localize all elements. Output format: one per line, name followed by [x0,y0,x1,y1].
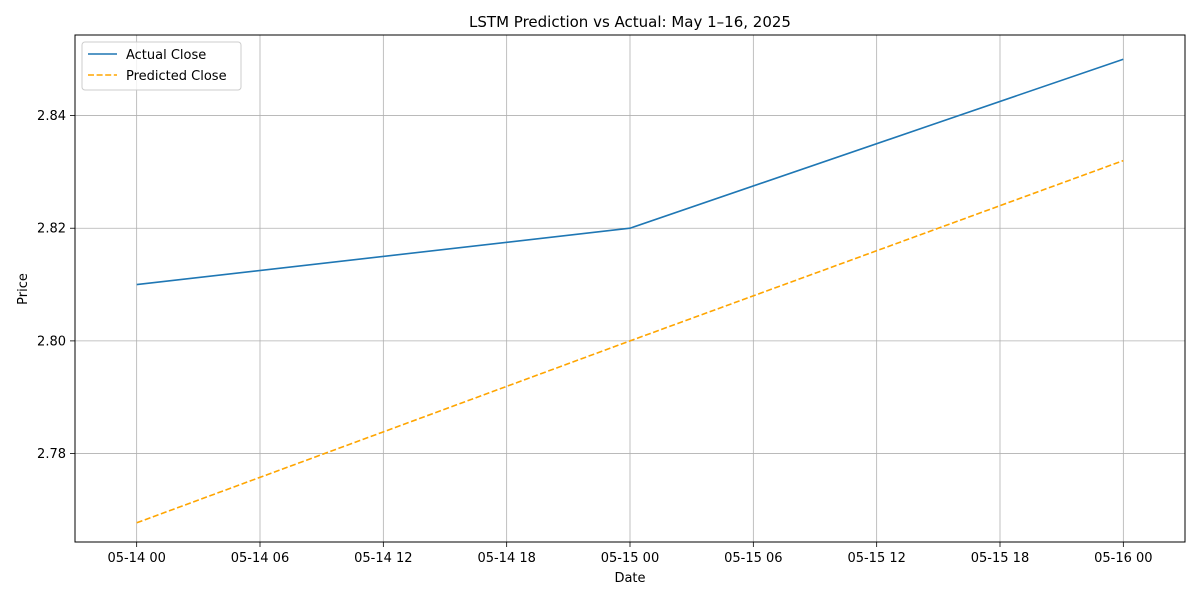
x-axis-label: Date [614,571,645,586]
legend-label-actual: Actual Close [126,48,206,63]
legend-box [81,41,242,91]
x-axis: 05-14 00 05-14 06 05-14 12 05-14 18 05-15 00… [107,542,1153,566]
series-line-predicted-close [136,159,1124,524]
x-tick-label: 05-15 06 [724,551,782,566]
x-tick-label: 05-15 12 [847,551,905,566]
x-tick-label: 05-14 18 [477,551,535,566]
y-tick-label: 2.80 [37,334,66,349]
y-axis-label: Price [16,273,31,305]
y-tick-label: 2.84 [37,109,66,124]
x-tick-label: 05-15 00 [601,551,659,566]
x-tick-label: 05-16 00 [1094,551,1152,566]
series-lines [136,58,1124,524]
y-axis: 2.78 2.80 2.82 2.84 [37,109,75,462]
grid [75,35,1185,542]
x-tick-label: 05-14 00 [107,551,165,566]
y-tick-label: 2.82 [37,222,66,237]
y-tick-label: 2.78 [37,447,66,462]
x-tick-label: 05-15 18 [971,551,1029,566]
chart-title: LSTM Prediction vs Actual: May 1–16, 202… [469,13,791,31]
x-tick-label: 05-14 06 [231,551,289,566]
legend-label-predicted: Predicted Close [126,69,227,84]
series-line-actual-close [136,58,1124,286]
x-tick-label: 05-14 12 [354,551,412,566]
legend: Actual Close Predicted Close [81,41,242,91]
